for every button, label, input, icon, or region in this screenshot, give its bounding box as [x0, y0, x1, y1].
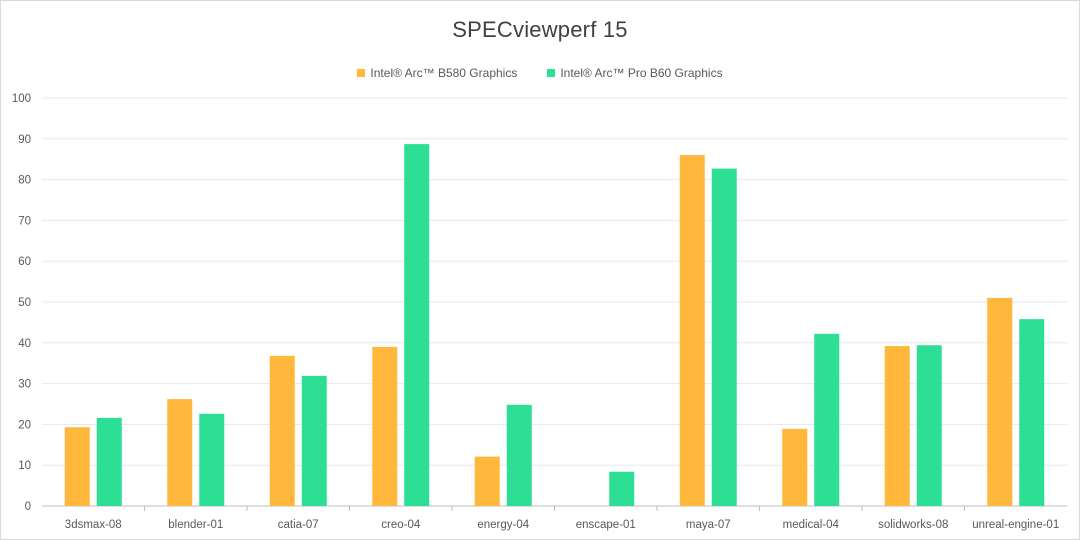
bar-b580 [167, 399, 193, 506]
bar-pro-b60 [96, 417, 122, 506]
bar-b580 [679, 155, 705, 506]
y-tick-label: 80 [18, 175, 31, 187]
bar-b580 [64, 427, 90, 506]
x-tick-label: catia-07 [278, 519, 319, 531]
bar-b580 [372, 346, 398, 506]
bar-pro-b60 [1019, 319, 1045, 506]
y-tick-label: 70 [18, 215, 31, 227]
x-tick-label: 3dsmax-08 [65, 519, 122, 531]
bar-b580 [884, 346, 910, 506]
bar-pro-b60 [711, 168, 737, 507]
bar-pro-b60 [506, 404, 532, 506]
x-tick-label: enscape-01 [576, 519, 636, 531]
bar-pro-b60 [199, 413, 225, 506]
y-tick-label: 20 [18, 419, 31, 431]
chart-title: SPECviewperf 15 [452, 17, 628, 42]
y-tick-label: 100 [12, 93, 31, 105]
bar-pro-b60 [609, 471, 635, 506]
y-tick-label: 40 [18, 338, 31, 350]
x-tick-label: medical-04 [783, 519, 840, 531]
x-tick-label: creo-04 [381, 519, 421, 531]
bar-pro-b60 [301, 375, 327, 506]
bar-b580 [782, 428, 808, 506]
bar-pro-b60 [404, 144, 430, 506]
x-tick-label: energy-04 [477, 519, 529, 531]
x-tick-label: unreal-engine-01 [972, 519, 1059, 531]
x-tick-label: solidworks-08 [878, 519, 948, 531]
y-tick-label: 90 [18, 134, 31, 146]
y-tick-label: 50 [18, 297, 31, 309]
bar-b580 [987, 297, 1013, 506]
chart-legend: Intel® Arc™ B580 Graphics Intel® Arc™ Pr… [1, 66, 1079, 80]
y-tick-label: 60 [18, 256, 31, 268]
legend-swatch-series-1 [357, 69, 366, 77]
y-tick-label: 30 [18, 379, 31, 391]
legend-label-series-1: Intel® Arc™ B580 Graphics [370, 66, 518, 80]
bar-pro-b60 [916, 345, 942, 506]
y-tick-label: 10 [18, 460, 31, 472]
legend-item-series-1: Intel® Arc™ B580 Graphics [357, 66, 517, 80]
bar-b580 [269, 355, 295, 506]
legend-item-series-2: Intel® Arc™ Pro B60 Graphics [547, 66, 723, 80]
legend-swatch-series-2 [547, 69, 556, 77]
y-tick-label: 0 [25, 501, 31, 513]
bar-b580 [474, 456, 500, 506]
bar-pro-b60 [814, 333, 840, 506]
x-tick-label: blender-01 [168, 519, 223, 531]
x-tick-label: maya-07 [686, 519, 731, 531]
legend-label-series-2: Intel® Arc™ Pro B60 Graphics [560, 66, 723, 80]
